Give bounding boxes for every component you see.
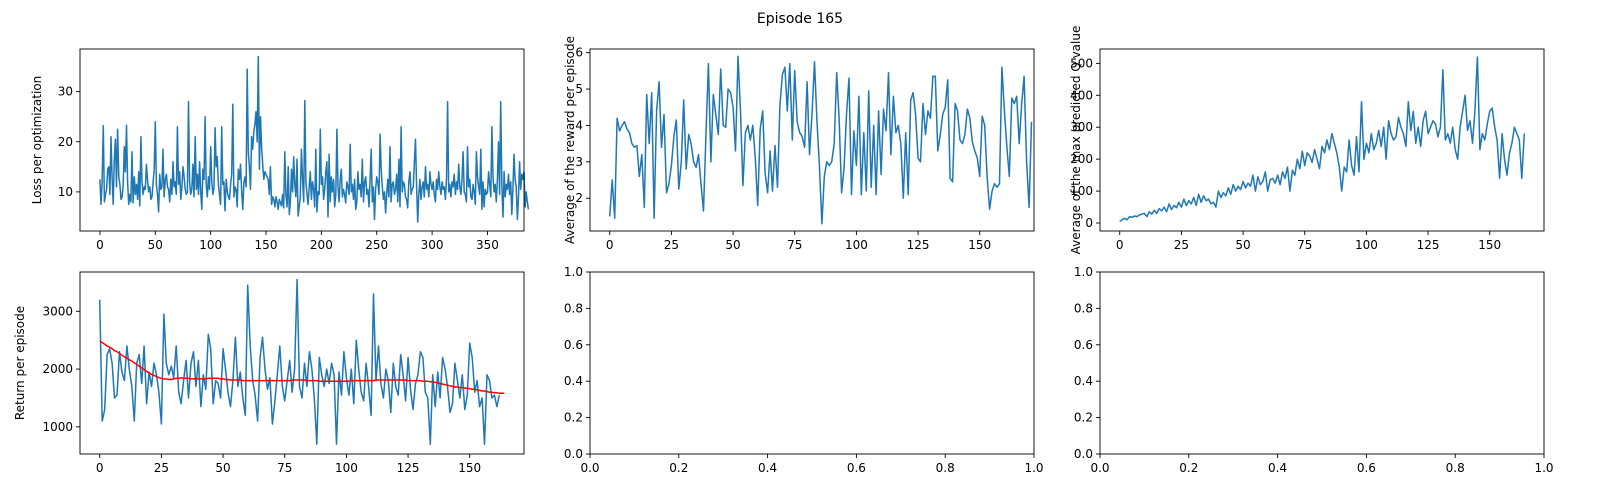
loss-ytick-label: 30 (58, 85, 73, 99)
reward-series-0-line (608, 55, 1033, 225)
return-axes-frame (79, 271, 525, 455)
empty1-ytick-label: 0.6 (564, 338, 583, 352)
reward-ytick-label: 5 (575, 82, 583, 96)
empty2-axes-frame (1099, 271, 1545, 455)
subplot-qvalue: Average of the max predicted Q value 0 25… (1069, 26, 1545, 255)
empty1-xtick-label: 0.4 (758, 461, 777, 475)
qvalue-xtick-label: 0 (1116, 238, 1124, 252)
reward-ytick-label: 3 (575, 155, 583, 169)
qvalue-xtick-label: 125 (1417, 238, 1440, 252)
empty1-xtick-label: 0.6 (847, 461, 866, 475)
return-ytick-label: 3000 (42, 304, 73, 318)
reward-xtick-label: 100 (845, 238, 868, 252)
qvalue-xtick-label: 100 (1355, 238, 1378, 252)
qvalue-xtick-label: 50 (1235, 238, 1250, 252)
empty1-ytick-label: 0.0 (564, 447, 583, 461)
loss-xtick-label: 0 (96, 238, 104, 252)
empty2-ytick-label: 0.2 (1074, 411, 1093, 425)
reward-xtick-label: 25 (664, 238, 679, 252)
loss-axes-frame (79, 48, 525, 232)
empty1-xtick-label: 1.0 (1024, 461, 1043, 475)
empty2-xtick-label: 1.0 (1534, 461, 1553, 475)
qvalue-xtick-label: 25 (1174, 238, 1189, 252)
reward-ytick-label: 4 (575, 118, 583, 132)
empty2-xtick-label: 0.4 (1268, 461, 1287, 475)
reward-xtick-label: 125 (907, 238, 930, 252)
loss-ytick-label: 10 (58, 185, 73, 199)
loss-ytick-label: 20 (58, 135, 73, 149)
qvalue-xtick-label: 150 (1478, 238, 1501, 252)
ylabel-return: Return per episode (13, 306, 27, 420)
reward-xtick-label: 0 (606, 238, 614, 252)
empty1-xtick-label: 0.0 (580, 461, 599, 475)
empty1-ytick-label: 1.0 (564, 265, 583, 279)
empty1-xtick-label: 0.2 (669, 461, 688, 475)
reward-xtick-label: 50 (725, 238, 740, 252)
loss-xtick-label: 300 (421, 238, 444, 252)
qvalue-ytick-label: 500 (1070, 56, 1093, 70)
loss-series-0-line (99, 55, 530, 223)
return-series-0-line (98, 278, 501, 445)
return-xtick-label: 25 (154, 461, 169, 475)
qvalue-ytick-label: 0 (1085, 216, 1093, 230)
empty2-ytick-label: 0.8 (1074, 301, 1093, 315)
figure-suptitle: Episode 165 (757, 11, 843, 27)
qvalue-ytick-label: 200 (1070, 152, 1093, 166)
subplot-reward: Average of the reward per episode 0 25 50 7… (563, 36, 1035, 252)
return-ytick-label: 2000 (42, 362, 73, 376)
empty2-ytick-label: 0.4 (1074, 374, 1093, 388)
qvalue-ytick-label: 100 (1070, 184, 1093, 198)
empty2-ytick-label: 0.0 (1074, 447, 1093, 461)
qvalue-axes-frame (1099, 48, 1545, 232)
qvalue-xtick-label: 75 (1297, 238, 1312, 252)
ylabel-loss: Loss per optimization (30, 76, 44, 205)
return-xtick-label: 125 (397, 461, 420, 475)
return-xtick-label: 50 (215, 461, 230, 475)
empty1-xtick-label: 0.8 (936, 461, 955, 475)
empty2-xtick-label: 0.0 (1090, 461, 1109, 475)
qvalue-series-0-line (1119, 56, 1526, 223)
ylabel-qvalue: Average of the max predicted Q value (1069, 26, 1083, 255)
subplot-return: Return per episode 0 25 50 75 100 125 150 1000 2… (13, 271, 525, 475)
reward-xtick-label: 150 (968, 238, 991, 252)
empty1-ytick-label: 0.2 (564, 411, 583, 425)
loss-xtick-label: 350 (476, 238, 499, 252)
empty1-ytick-label: 0.8 (564, 301, 583, 315)
loss-xtick-label: 200 (310, 238, 333, 252)
empty2-xtick-label: 0.2 (1179, 461, 1198, 475)
empty2-xtick-label: 0.6 (1357, 461, 1376, 475)
empty1-axes-frame (589, 271, 1035, 455)
loss-xtick-label: 250 (365, 238, 388, 252)
subplot-empty-1: 0.0 0.2 0.4 0.6 0.8 1.0 0.0 0.2 0.4 0.6 0.8 1.0 (564, 265, 1044, 475)
ylabel-reward: Average of the reward per episode (563, 36, 577, 244)
empty1-ytick-label: 0.4 (564, 374, 583, 388)
return-series-1-line (99, 340, 505, 395)
empty2-ytick-label: 0.6 (1074, 338, 1093, 352)
return-xtick-label: 100 (335, 461, 358, 475)
return-xtick-label: 150 (458, 461, 481, 475)
return-xtick-label: 0 (96, 461, 104, 475)
qvalue-ytick-label: 300 (1070, 120, 1093, 134)
qvalue-ytick-label: 400 (1070, 88, 1093, 102)
return-ytick-label: 1000 (42, 420, 73, 434)
subplot-loss: Loss per optimization 0 50 100 150 200 250 300… (30, 48, 530, 252)
return-xtick-label: 75 (277, 461, 292, 475)
reward-xtick-label: 75 (787, 238, 802, 252)
subplot-empty-2: 0.0 0.2 0.4 0.6 0.8 1.0 0.0 0.2 0.4 0.6 0.8 1.0 (1074, 265, 1554, 475)
empty2-xtick-label: 0.8 (1446, 461, 1465, 475)
loss-xtick-label: 100 (199, 238, 222, 252)
reward-ytick-label: 2 (575, 191, 583, 205)
loss-xtick-label: 150 (255, 238, 278, 252)
reward-ytick-label: 6 (575, 46, 583, 60)
empty2-ytick-label: 1.0 (1074, 265, 1093, 279)
loss-xtick-label: 50 (148, 238, 163, 252)
reward-axes-frame (589, 48, 1035, 232)
